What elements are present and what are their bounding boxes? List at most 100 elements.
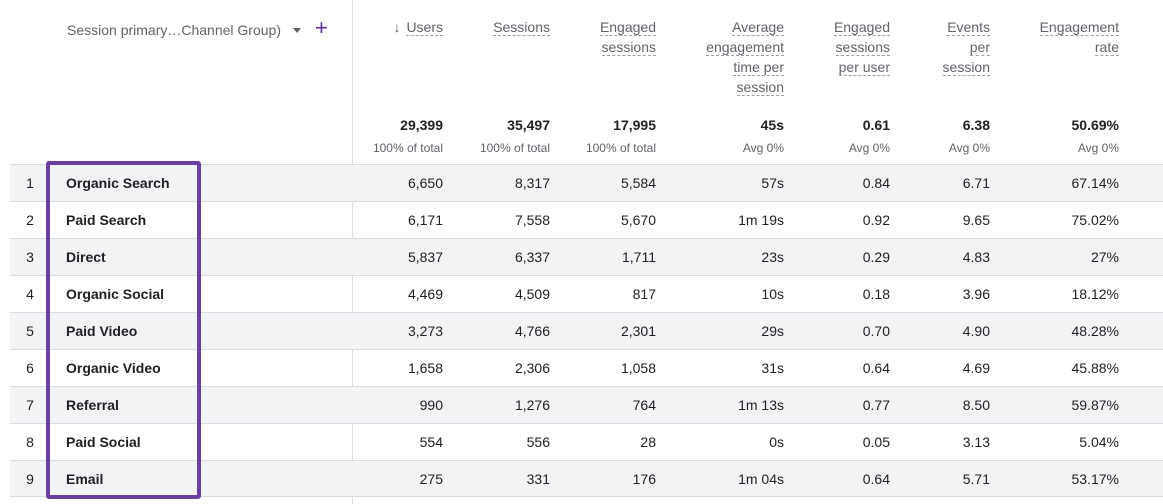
total-subtext: Avg 0% [1077, 141, 1119, 155]
table-row[interactable]: 9 Email 275 331 176 1m 04s 0.64 5.71 53.17% [10, 460, 1163, 497]
metric-cell-engagement-rate: 75.02% [1071, 212, 1119, 228]
channel-name[interactable]: Email [66, 471, 104, 487]
table-row[interactable]: 1 Organic Search 6,650 8,317 5,584 57s 0.84 6.7… [10, 164, 1163, 201]
metric-cell-engaged-per-user: 0.92 [862, 212, 890, 228]
channel-name[interactable]: Organic Search [66, 175, 170, 191]
metric-cell-events-per-session: 4.90 [962, 323, 990, 339]
total-value: 45s [760, 117, 784, 133]
column-header-engaged-per-user[interactable]: Engaged sessions per user [790, 17, 890, 77]
column-header-label: Users [406, 19, 443, 36]
metric-cell-avg-engagement-time: 1m 19s [738, 212, 784, 228]
channel-name[interactable]: Paid Video [66, 323, 138, 339]
table-row[interactable]: 4 Organic Social 4,469 4,509 817 10s 0.18 3.96 1… [10, 275, 1163, 312]
metric-cell-engaged-sessions: 817 [632, 286, 656, 302]
metric-cell-users: 554 [419, 434, 443, 450]
metric-cell-engaged-per-user: 0.18 [862, 286, 890, 302]
metric-cell-engaged-sessions: 5,584 [620, 175, 656, 191]
metric-cell-sessions: 556 [526, 434, 550, 450]
metric-cell-events-per-session: 4.83 [962, 249, 990, 265]
metric-cell-engaged-sessions: 1,711 [622, 249, 656, 265]
total-subtext: Avg 0% [742, 141, 784, 155]
row-index: 5 [26, 323, 34, 339]
metric-cell-sessions: 1,276 [514, 397, 550, 413]
table-row[interactable]: 2 Paid Search 6,171 7,558 5,670 1m 19s 0.92 9.6… [10, 201, 1163, 238]
metric-cell-sessions: 4,509 [514, 286, 550, 302]
channel-name[interactable]: Organic Video [66, 360, 161, 376]
channel-name[interactable]: Paid Search [66, 212, 147, 228]
column-header-avg-engagement-time[interactable]: Average engagement time per session [674, 17, 784, 97]
column-header-users[interactable]: ↓ Users [343, 17, 443, 37]
table-row[interactable]: 8 Paid Social 554 556 28 0s 0.05 3.13 5.04% [10, 423, 1163, 460]
caret-down-icon [292, 27, 301, 33]
metric-cell-avg-engagement-time: 1m 13s [738, 397, 784, 413]
column-header-label: per [969, 39, 990, 56]
row-index: 1 [26, 175, 34, 191]
metric-cell-engaged-sessions: 176 [632, 471, 656, 487]
metric-cell-events-per-session: 6.71 [962, 175, 990, 191]
metric-cell-avg-engagement-time: 31s [761, 360, 784, 376]
metric-cell-avg-engagement-time: 0s [769, 434, 784, 450]
sort-arrow-down-icon: ↓ [393, 19, 401, 35]
metric-cell-avg-engagement-time: 29s [761, 323, 784, 339]
metric-cell-engaged-per-user: 0.70 [862, 323, 890, 339]
metric-cell-users: 275 [419, 471, 443, 487]
metric-cell-events-per-session: 4.69 [962, 360, 990, 376]
metric-cell-events-per-session: 3.13 [962, 434, 990, 450]
column-header-label: sessions [835, 39, 890, 56]
metric-cell-engagement-rate: 53.17% [1071, 471, 1119, 487]
table-row[interactable]: 3 Direct 5,837 6,337 1,711 23s 0.29 4.83 27% [10, 238, 1163, 275]
channel-name[interactable]: Paid Social [66, 434, 141, 450]
table-row[interactable]: 7 Referral 990 1,276 764 1m 13s 0.77 8.50 59.87% [10, 386, 1163, 423]
row-index: 7 [26, 397, 34, 413]
column-header-label: Engaged [833, 19, 890, 36]
total-subtext: Avg 0% [848, 141, 890, 155]
metric-cell-users: 3,273 [407, 323, 443, 339]
column-header-label: Engagement [1039, 19, 1119, 36]
metric-cell-users: 1,658 [407, 360, 443, 376]
column-header-events-per-session[interactable]: Events per session [910, 17, 990, 77]
column-header-engagement-rate[interactable]: Engagement rate [1009, 17, 1119, 57]
total-subtext: Avg 0% [948, 141, 990, 155]
channel-name[interactable]: Direct [66, 249, 106, 265]
metric-cell-engaged-per-user: 0.84 [862, 175, 890, 191]
channel-name[interactable]: Referral [66, 397, 119, 413]
total-value: 29,399 [400, 117, 443, 133]
metric-cell-users: 990 [419, 397, 443, 413]
metric-cell-engaged-per-user: 0.77 [862, 397, 890, 413]
metric-cell-engagement-rate: 45.88% [1071, 360, 1119, 376]
metric-cell-engagement-rate: 59.87% [1071, 397, 1119, 413]
column-header-engaged-sessions[interactable]: Engaged sessions [556, 17, 656, 57]
metric-cell-events-per-session: 3.96 [962, 286, 990, 302]
metric-cell-engaged-sessions: 5,670 [620, 212, 656, 228]
column-header-label: Sessions [493, 19, 550, 36]
metric-cell-users: 6,650 [407, 175, 443, 191]
table-row[interactable]: 5 Paid Video 3,273 4,766 2,301 29s 0.70 4.90 48.… [10, 312, 1163, 349]
metric-cell-sessions: 4,766 [514, 323, 550, 339]
metric-cell-avg-engagement-time: 1m 04s [738, 471, 784, 487]
row-index: 3 [26, 249, 34, 265]
metric-cell-sessions: 6,337 [514, 249, 550, 265]
column-header-label: Engaged [599, 19, 656, 36]
row-index: 6 [26, 360, 34, 376]
total-value: 17,995 [613, 117, 656, 133]
dimension-selector[interactable]: Session primary…Channel Group) [67, 20, 301, 40]
column-header-label: session [736, 79, 784, 96]
metric-cell-engaged-sessions: 764 [632, 397, 656, 413]
column-header-sessions[interactable]: Sessions [450, 17, 550, 37]
metric-cell-engagement-rate: 18.12% [1071, 286, 1119, 302]
metric-cell-avg-engagement-time: 23s [761, 249, 784, 265]
dimension-label: Session primary…Channel Group) [67, 22, 281, 38]
metric-cell-engaged-per-user: 0.64 [862, 360, 890, 376]
table-row[interactable]: 6 Organic Video 1,658 2,306 1,058 31s 0.64 4.69… [10, 349, 1163, 386]
add-dimension-button[interactable]: + [315, 15, 328, 40]
metric-cell-engaged-sessions: 2,301 [620, 323, 656, 339]
column-header-label: sessions [601, 39, 656, 56]
metric-cell-engaged-per-user: 0.64 [862, 471, 890, 487]
metric-cell-sessions: 8,317 [514, 175, 550, 191]
channel-name[interactable]: Organic Social [66, 286, 165, 302]
column-header-label: per user [838, 59, 890, 76]
total-value: 35,497 [507, 117, 550, 133]
metric-cell-events-per-session: 8.50 [962, 397, 990, 413]
metric-cell-engagement-rate: 5.04% [1079, 434, 1119, 450]
total-subtext: 100% of total [479, 141, 550, 155]
